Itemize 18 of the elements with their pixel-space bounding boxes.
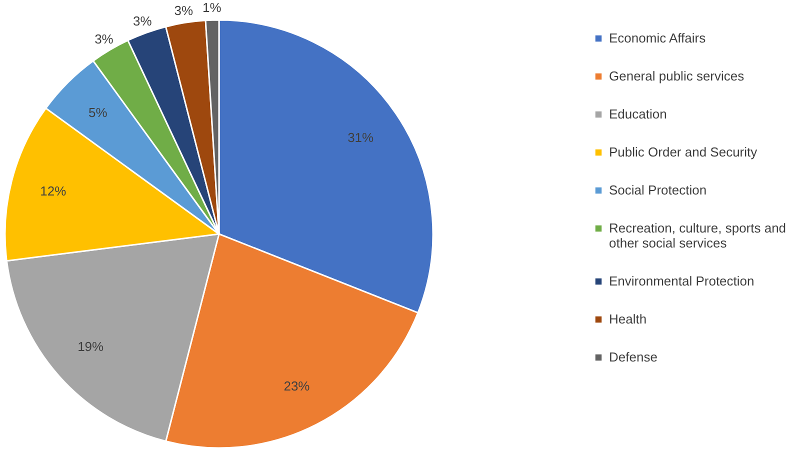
legend-label: Education <box>609 106 667 122</box>
data-label: 19% <box>78 339 104 354</box>
data-label: 5% <box>88 104 108 120</box>
legend-label: Public Order and Security <box>609 144 758 160</box>
data-label: 3% <box>94 31 114 46</box>
legend-label: Health <box>609 312 647 326</box>
legend-label: Recreation, culture, sports and other social services <box>609 220 786 250</box>
legend-label: Social Protection <box>609 182 707 198</box>
legend-label: General public services <box>609 68 745 84</box>
data-label: 31% <box>348 130 374 145</box>
legend-label: Defense <box>609 350 658 364</box>
data-label: 23% <box>284 378 310 394</box>
legend-label: Economic Affairs <box>609 30 706 46</box>
data-label: 3% <box>174 2 194 18</box>
data-label: 1% <box>202 0 222 16</box>
legend-label: Environmental Protection <box>609 274 754 288</box>
data-label: 12% <box>40 183 67 198</box>
data-label: 3% <box>133 13 152 28</box>
